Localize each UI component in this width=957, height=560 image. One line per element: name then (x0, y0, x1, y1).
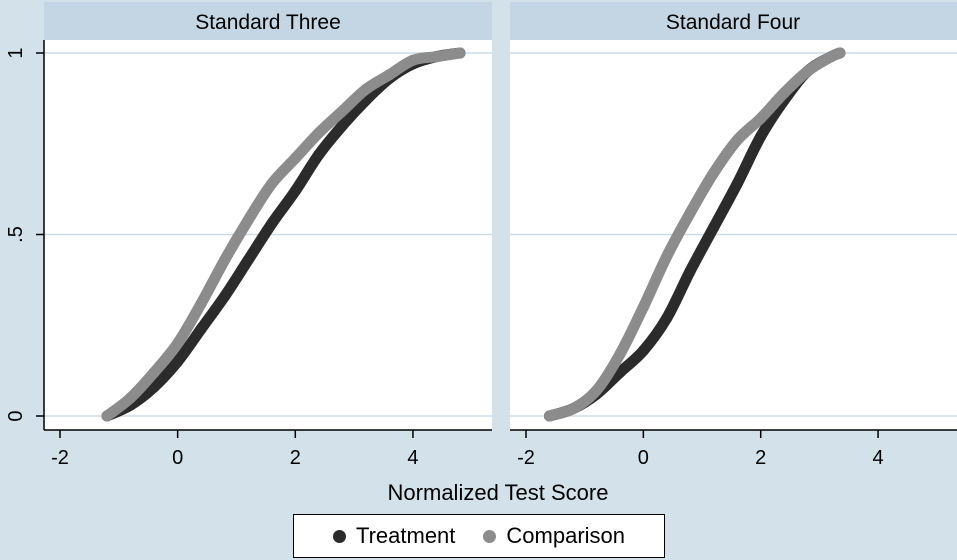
data-point-comparison (336, 105, 348, 117)
data-point-comparison (834, 47, 846, 59)
legend-label-comparison: Comparison (506, 523, 626, 548)
data-point-comparison (755, 112, 767, 124)
data-point-comparison (825, 51, 837, 63)
data-point-comparison (543, 410, 555, 422)
data-point-treatment (637, 345, 649, 357)
data-point-treatment (731, 178, 743, 190)
data-point-comparison (731, 134, 743, 146)
x-axis-label: Normalized Test Score (388, 480, 609, 505)
data-point-treatment (242, 254, 254, 266)
x-tick-label: 2 (290, 447, 301, 469)
data-point-comparison (148, 366, 160, 378)
series-line-comparison-standard-three (101, 47, 466, 422)
data-point-treatment (148, 381, 160, 393)
legend-marker-comparison (483, 529, 497, 543)
y-tick-label: 0 (5, 410, 27, 421)
data-point-comparison (172, 337, 184, 349)
data-point-comparison (708, 167, 720, 179)
data-point-treatment (708, 221, 720, 233)
data-point-comparison (590, 385, 602, 397)
data-point-comparison (219, 254, 231, 266)
panel-title-standard-three: Standard Three (195, 11, 341, 34)
x-tick-label: -2 (51, 447, 69, 469)
data-point-comparison (454, 47, 466, 59)
data-point-comparison (125, 392, 137, 404)
legend-marker-treatment (332, 529, 346, 543)
data-point-treatment (219, 290, 231, 302)
data-point-treatment (661, 312, 673, 324)
data-point-treatment (684, 265, 696, 277)
data-point-comparison (242, 214, 254, 226)
data-point-treatment (266, 218, 278, 230)
legend-item-comparison: Comparison (483, 523, 625, 549)
data-point-treatment (289, 185, 301, 197)
data-point-comparison (637, 301, 649, 313)
data-point-comparison (266, 178, 278, 190)
data-point-comparison (313, 127, 325, 139)
data-point-treatment (172, 356, 184, 368)
legend: Treatment Comparison (293, 514, 665, 558)
x-tick-label: 0 (638, 447, 649, 469)
data-point-treatment (313, 149, 325, 161)
x-tick-label: 2 (755, 447, 766, 469)
data-point-comparison (407, 54, 419, 66)
data-point-treatment (195, 323, 207, 335)
data-point-comparison (360, 83, 372, 95)
data-point-comparison (383, 69, 395, 81)
y-tick-label: 1 (5, 47, 27, 58)
legend-label-treatment: Treatment (355, 523, 456, 548)
data-point-comparison (195, 297, 207, 309)
strip-standard-four (510, 2, 957, 40)
strip-standard-three (44, 2, 492, 40)
data-point-comparison (802, 65, 814, 77)
data-point-treatment (755, 130, 767, 142)
x-tick-label: -2 (517, 447, 535, 469)
data-point-comparison (661, 250, 673, 262)
data-point-comparison (684, 207, 696, 219)
x-tick-label: 4 (407, 447, 418, 469)
x-tick-label: 4 (872, 447, 883, 469)
legend-item-treatment: Treatment (332, 523, 456, 549)
data-point-comparison (430, 51, 442, 63)
panel-title-standard-four: Standard Four (666, 11, 800, 34)
x-tick-label: 0 (172, 447, 183, 469)
data-point-comparison (101, 410, 113, 422)
data-point-comparison (289, 152, 301, 164)
data-point-treatment (336, 120, 348, 132)
data-point-comparison (567, 403, 579, 415)
data-point-comparison (614, 348, 626, 360)
y-tick-label: .5 (5, 226, 27, 243)
data-point-comparison (778, 87, 790, 99)
